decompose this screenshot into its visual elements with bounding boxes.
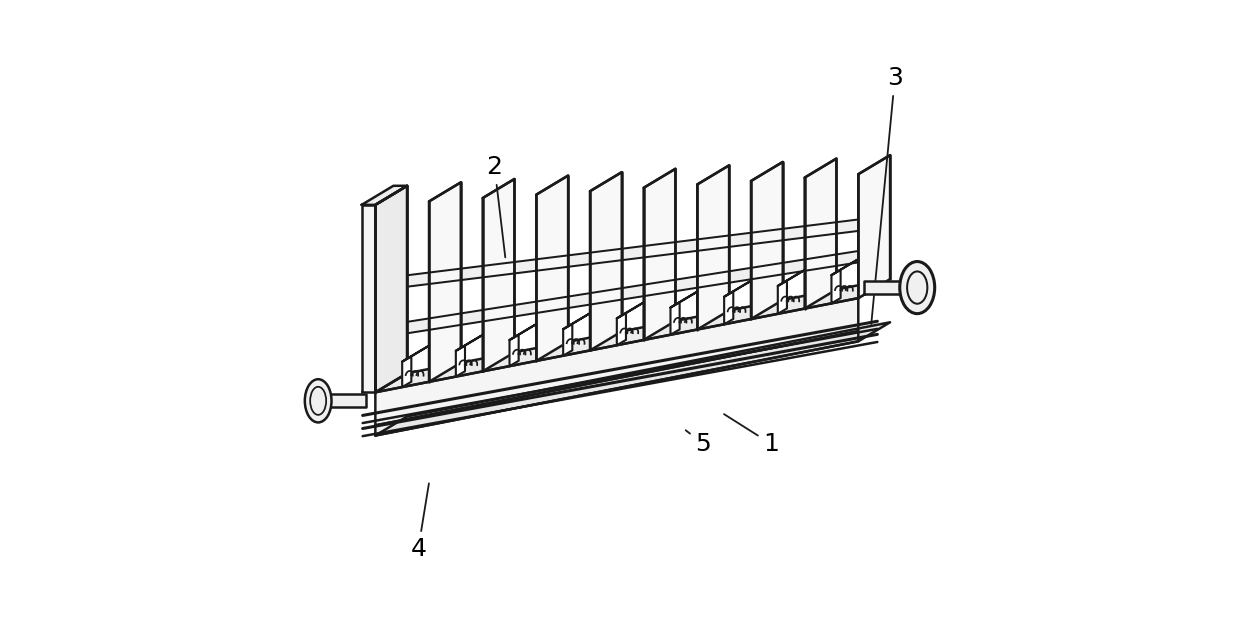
Text: 3: 3 [872, 67, 903, 324]
Text: 1: 1 [724, 414, 779, 456]
Polygon shape [376, 298, 858, 426]
Polygon shape [590, 172, 621, 351]
Text: 2: 2 [486, 155, 505, 258]
Polygon shape [456, 335, 482, 351]
Polygon shape [376, 219, 858, 290]
Polygon shape [362, 205, 376, 392]
Polygon shape [563, 324, 573, 356]
Polygon shape [751, 162, 782, 319]
Polygon shape [724, 281, 750, 297]
Polygon shape [456, 345, 465, 377]
Polygon shape [402, 346, 429, 362]
Polygon shape [777, 270, 805, 286]
Text: 5: 5 [686, 430, 711, 456]
Polygon shape [858, 155, 890, 298]
Polygon shape [510, 324, 536, 340]
Ellipse shape [900, 262, 935, 313]
Polygon shape [805, 158, 837, 308]
Polygon shape [321, 394, 366, 407]
Polygon shape [510, 335, 518, 366]
Ellipse shape [305, 379, 331, 422]
Polygon shape [376, 331, 858, 435]
Polygon shape [832, 270, 841, 303]
Polygon shape [376, 279, 890, 392]
Polygon shape [777, 281, 787, 314]
Polygon shape [616, 303, 644, 319]
Polygon shape [362, 186, 407, 205]
Polygon shape [864, 281, 908, 294]
Polygon shape [376, 186, 407, 392]
Polygon shape [482, 179, 515, 371]
Polygon shape [429, 183, 461, 382]
Polygon shape [671, 292, 697, 308]
Polygon shape [697, 165, 729, 329]
Polygon shape [537, 176, 568, 361]
Polygon shape [616, 313, 626, 345]
Polygon shape [563, 313, 590, 329]
Polygon shape [376, 251, 858, 338]
Polygon shape [644, 169, 676, 340]
Text: 4: 4 [410, 483, 429, 561]
Polygon shape [376, 186, 407, 392]
Polygon shape [724, 292, 733, 324]
Polygon shape [402, 356, 412, 387]
Polygon shape [671, 303, 680, 335]
Polygon shape [832, 260, 858, 275]
Polygon shape [376, 322, 890, 435]
